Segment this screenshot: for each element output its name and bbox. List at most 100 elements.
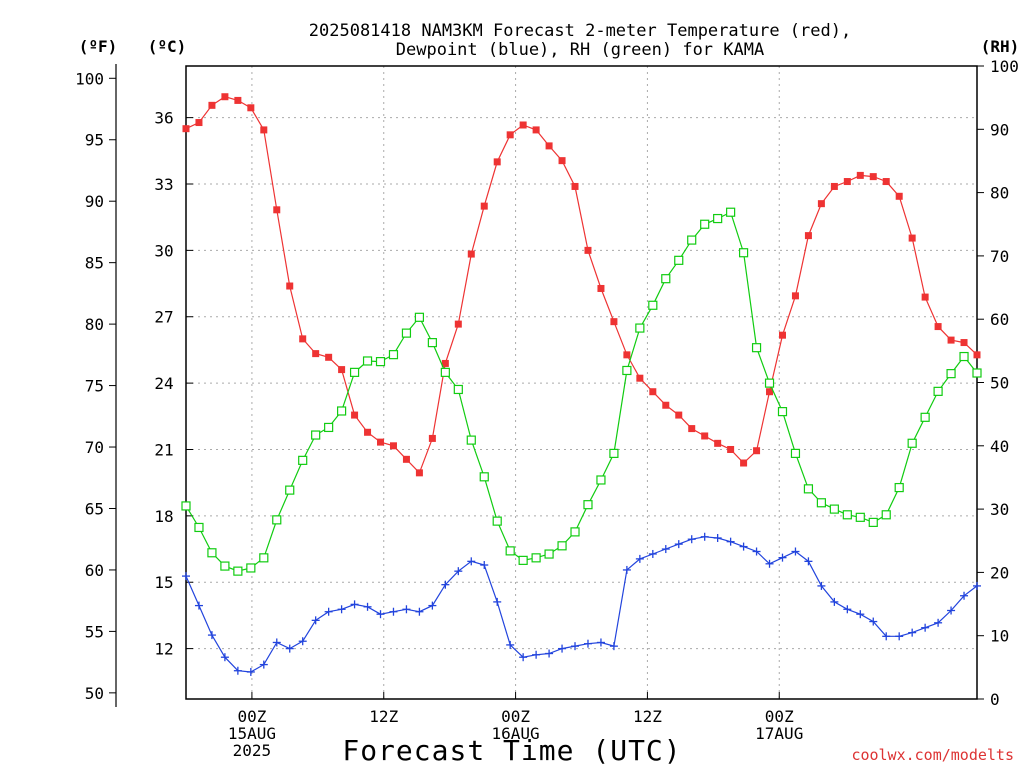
series-line-2 (185, 536, 978, 673)
rh-point (648, 300, 658, 310)
rh-point (907, 438, 917, 448)
temperature-point (377, 438, 385, 446)
dewpoint-point (415, 607, 424, 616)
rh-point (194, 522, 204, 533)
dewpoint-point (869, 617, 878, 626)
temperature-point (921, 293, 929, 301)
dewpoint-point (272, 638, 281, 647)
rh-point (622, 365, 632, 376)
fahrenheit-tick-label: 60 (85, 561, 104, 580)
rh-point (544, 549, 554, 559)
rh-point (829, 504, 839, 514)
temperature-point (662, 401, 670, 409)
rh-point (220, 561, 230, 571)
rh-point (959, 351, 969, 362)
temperature-point (830, 182, 838, 190)
rh-point (298, 455, 308, 465)
temperature-point (286, 282, 294, 290)
dewpoint-point (298, 637, 307, 646)
temperature-point (701, 432, 709, 440)
rh-point (401, 328, 412, 338)
fahrenheit-tick-label: 65 (85, 499, 104, 518)
rh-point (790, 448, 801, 458)
temperature-point (753, 447, 761, 455)
temperature-point (415, 469, 423, 477)
temperature-point (688, 425, 696, 433)
temperature-point (519, 121, 527, 129)
dewpoint-point (182, 572, 190, 581)
rh-tick-label: 60 (990, 310, 1009, 329)
fahrenheit-tick-label: 95 (85, 131, 104, 150)
temperature-point (597, 284, 605, 292)
temperature-point (325, 353, 333, 361)
temperature-point (389, 442, 397, 450)
temperature-point (428, 434, 436, 442)
dewpoint-point (558, 644, 567, 653)
rh-point (272, 515, 282, 525)
dewpoint-point (350, 600, 359, 609)
rh-point (635, 323, 645, 333)
dewpoint-point (661, 545, 670, 554)
celsius-tick-label: 15 (154, 573, 173, 592)
dewpoint-point (571, 642, 580, 651)
temperature-point (312, 350, 320, 358)
plot-frame (185, 65, 978, 700)
rh-point (609, 448, 619, 458)
x-tick-label: 17AUG (755, 724, 803, 743)
dewpoint-point (674, 540, 683, 549)
temperature-point (610, 318, 618, 326)
dewpoint-point (700, 532, 709, 541)
x-axis-title: Forecast Time (UTC) (342, 734, 681, 767)
dewpoint-point (739, 542, 748, 551)
rh-point (894, 482, 904, 493)
dewpoint-point (635, 554, 644, 563)
dewpoint-point (908, 628, 917, 637)
rh-point (738, 248, 749, 258)
dewpoint-point (934, 618, 943, 627)
rh-point (583, 500, 593, 510)
fahrenheit-tick-label: 90 (85, 192, 104, 211)
rh-point (479, 472, 489, 482)
rh-point (764, 378, 775, 388)
rh-point (842, 510, 852, 520)
dewpoint-point (337, 605, 346, 614)
rh-point (920, 412, 930, 422)
temperature-point (623, 351, 631, 359)
dewpoint-point (960, 591, 969, 600)
dewpoint-point (194, 601, 203, 610)
dewpoint-point (493, 597, 502, 606)
rh-point (868, 517, 878, 527)
temperature-point (234, 96, 242, 104)
rh-point (285, 485, 295, 495)
dewpoint-point (648, 549, 657, 558)
temperature-point (947, 336, 955, 344)
dewpoint-point (363, 602, 372, 611)
temperature-point (506, 131, 514, 139)
rh-tick-label: 90 (990, 120, 1009, 139)
x-tick-label: 12Z (369, 707, 398, 726)
rh-point (596, 475, 606, 485)
temperature-point (182, 125, 190, 133)
temperature-point (247, 104, 255, 112)
rh-point (946, 369, 956, 379)
rh-point (661, 274, 671, 284)
rh-tick-label: 100 (990, 57, 1019, 76)
dewpoint-point (882, 632, 891, 641)
temperature-point (480, 202, 488, 210)
celsius-axis-unit: (ºC) (148, 37, 187, 56)
temperature-point (817, 200, 825, 208)
temperature-point (740, 459, 748, 467)
x-tick-label: 15AUG (228, 724, 276, 743)
fahrenheit-tick-label: 100 (75, 69, 104, 88)
rh-point (700, 219, 710, 229)
temperature-point (766, 388, 774, 396)
dewpoint-point (376, 610, 385, 619)
dewpoint-point (856, 610, 865, 619)
dewpoint-point (389, 607, 398, 616)
rh-point (933, 386, 943, 396)
x-tick-label: 2025 (233, 741, 272, 760)
dewpoint-point (220, 653, 229, 662)
x-tick-label: 12Z (633, 707, 662, 726)
rh-point (492, 516, 502, 526)
